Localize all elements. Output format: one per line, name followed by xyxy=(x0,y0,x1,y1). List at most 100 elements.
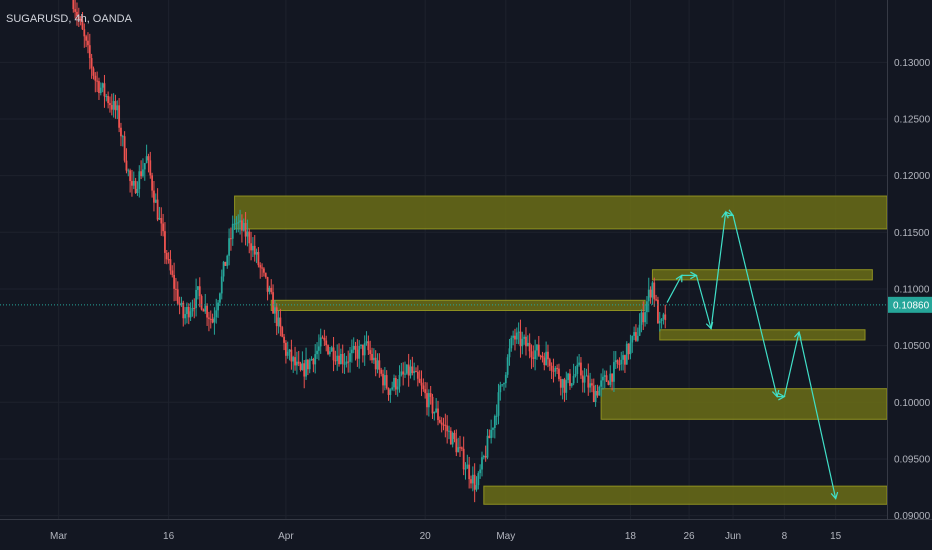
candle-body xyxy=(497,392,500,416)
candle-body xyxy=(547,351,549,360)
candle-body xyxy=(290,349,293,362)
candle-body xyxy=(508,348,511,358)
candle-body xyxy=(350,349,353,354)
candle-body xyxy=(94,75,97,81)
candle-body xyxy=(118,105,121,128)
candle-body xyxy=(501,384,504,386)
candle-body xyxy=(492,428,494,430)
candle-body xyxy=(635,332,637,341)
projection-layer xyxy=(666,209,839,500)
candle-body xyxy=(121,136,124,138)
candle-body xyxy=(231,223,234,239)
candle-body xyxy=(589,383,592,388)
candle-body xyxy=(241,220,243,231)
price-axis[interactable]: 0.13000 0.12500 0.12000 0.11500 0.11000 0.105… xyxy=(894,58,931,522)
candle-body xyxy=(339,353,342,365)
candle-body xyxy=(283,336,285,343)
candle-body xyxy=(228,238,230,256)
candle-body xyxy=(598,386,601,396)
candle-body xyxy=(385,375,388,389)
candle-body xyxy=(616,360,619,364)
candle-body xyxy=(213,317,216,323)
candle-body xyxy=(383,375,386,386)
candle-body xyxy=(354,345,357,350)
time-axis[interactable]: Mar 16 Apr 20 May 18 26 Jun 8 15 xyxy=(50,531,842,542)
candle-body xyxy=(189,311,192,318)
candle-body xyxy=(376,360,379,370)
projection-line xyxy=(798,331,837,499)
candle-body xyxy=(242,222,245,231)
time-axis-label: 15 xyxy=(830,531,842,542)
candle-body xyxy=(647,289,650,302)
candle-body xyxy=(138,171,141,189)
candle-body xyxy=(631,335,634,343)
candle-body xyxy=(239,220,241,223)
candle-body xyxy=(415,371,417,373)
candle-body xyxy=(411,366,414,374)
candle-body xyxy=(112,101,115,110)
candle-body xyxy=(534,350,537,359)
candle-body xyxy=(246,231,249,237)
candle-body xyxy=(182,302,185,319)
candle-body xyxy=(620,359,623,365)
last-price-tag-bg xyxy=(888,296,932,313)
candle-body xyxy=(334,360,337,362)
candle-body xyxy=(603,375,606,377)
price-axis-label: 0.13000 xyxy=(894,58,931,69)
candle-body xyxy=(464,468,467,470)
candle-body xyxy=(418,378,421,383)
candle-body xyxy=(162,223,165,232)
candle-body xyxy=(286,351,289,356)
candle-body xyxy=(363,343,366,356)
candle-body xyxy=(134,180,137,194)
time-axis-label: Apr xyxy=(278,531,294,542)
candle-body xyxy=(204,305,207,312)
candle-body xyxy=(581,375,584,383)
candle-body xyxy=(506,357,509,375)
candle-body xyxy=(644,312,646,323)
candle-body xyxy=(552,370,555,372)
candle-body xyxy=(343,363,346,365)
candle-body xyxy=(613,362,615,382)
candle-body xyxy=(426,393,428,408)
candle-body xyxy=(486,435,489,458)
candle-body xyxy=(250,243,252,251)
candle-body xyxy=(504,374,507,384)
candle-body xyxy=(164,231,166,253)
candle-body xyxy=(316,350,318,355)
candle-body xyxy=(420,382,423,386)
candle-body xyxy=(563,379,566,393)
candle-body xyxy=(640,312,643,325)
candle-body xyxy=(197,286,199,290)
candle-body xyxy=(455,438,458,453)
candle-body xyxy=(116,105,119,111)
candle-body xyxy=(272,292,274,314)
candle-body xyxy=(633,332,635,336)
candle-body xyxy=(367,341,370,351)
candle-body xyxy=(429,393,432,397)
candle-body xyxy=(96,80,99,82)
candle-body xyxy=(235,223,238,225)
candle-body xyxy=(514,335,516,340)
candle-body xyxy=(468,464,471,480)
candle-body xyxy=(536,344,538,351)
candle-body xyxy=(405,364,408,374)
candle-body xyxy=(305,359,307,377)
candle-body xyxy=(488,435,491,439)
candle-body xyxy=(602,376,604,381)
projection-line xyxy=(783,331,800,397)
candle-body xyxy=(442,424,445,426)
supply-demand-zone xyxy=(234,195,888,230)
candle-body xyxy=(109,103,111,106)
candle-body xyxy=(503,383,505,385)
candle-body xyxy=(569,373,571,386)
candle-body xyxy=(107,96,110,104)
candle-body xyxy=(142,169,144,177)
candle-body xyxy=(427,393,430,408)
candle-body xyxy=(594,390,597,403)
candle-body xyxy=(484,456,487,458)
candle-body xyxy=(565,380,568,393)
candle-body xyxy=(653,282,656,300)
candle-body xyxy=(178,303,181,305)
